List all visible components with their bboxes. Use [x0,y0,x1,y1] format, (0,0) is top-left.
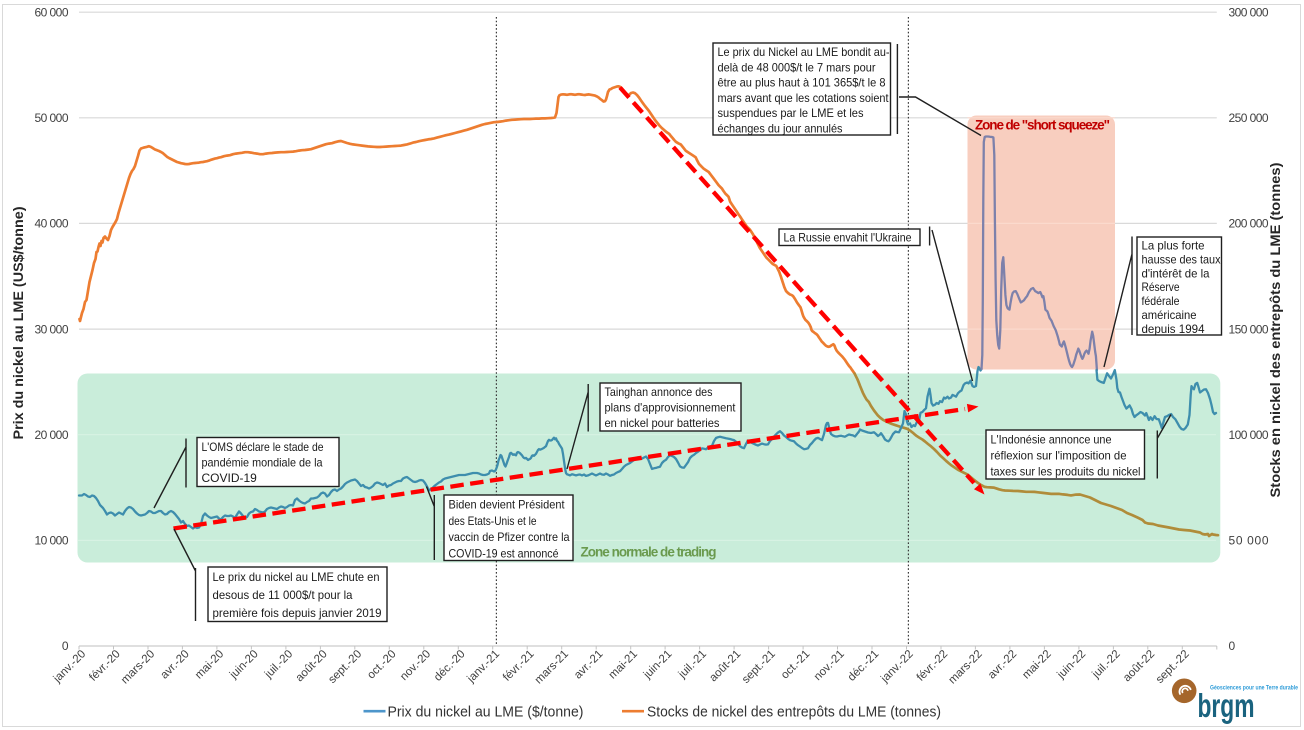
svg-text:COVID-19: COVID-19 [202,471,258,485]
svg-text:brgm: brgm [1198,687,1255,724]
svg-text:50 000: 50 000 [35,111,69,125]
svg-text:60 000: 60 000 [35,5,69,19]
svg-text:Tainghan annonce des: Tainghan annonce des [605,385,713,399]
svg-text:50 000: 50 000 [1229,534,1269,548]
svg-text:150 000: 150 000 [1229,322,1269,336]
svg-text:suspendues par le LME et les: suspendues par le LME et les [718,106,864,120]
svg-text:Zone de "short squeeze": Zone de "short squeeze" [975,118,1110,133]
svg-text:plans d'approvisionnement: plans d'approvisionnement [605,401,737,415]
svg-text:première fois depuis janvier 2: première fois depuis janvier 2019 [213,606,382,620]
svg-text:Réserve: Réserve [1142,280,1180,294]
svg-text:COVID-19 est annoncé: COVID-19 est annoncé [449,546,559,560]
svg-text:delà de 48 000$/t le 7 mars po: delà de 48 000$/t le 7 mars pour [718,60,876,74]
svg-text:L'OMS déclare le stade de: L'OMS déclare le stade de [202,440,324,454]
svg-text:américaine: américaine [1142,308,1197,322]
svg-text:réflexion sur l'imposition de: réflexion sur l'imposition de [991,449,1127,463]
svg-text:La Russie envahit l'Ukraine: La Russie envahit l'Ukraine [784,231,912,245]
svg-text:Biden devient Président: Biden devient Président [449,498,566,512]
svg-text:pandémie mondiale de la: pandémie mondiale de la [202,456,323,470]
svg-text:en nickel pour batteries: en nickel pour batteries [605,416,720,430]
svg-text:d'intérêt de la: d'intérêt de la [1142,266,1210,280]
svg-text:Stocks de nickel des entrepôts: Stocks de nickel des entrepôts du LME (t… [647,704,941,721]
svg-text:mars avant que les cotations s: mars avant que les cotations soient [718,91,890,105]
svg-text:30 000: 30 000 [35,322,69,336]
svg-text:200 000: 200 000 [1229,217,1269,231]
svg-text:Zone normale de trading: Zone normale de trading [581,545,717,560]
svg-text:fédérale: fédérale [1142,294,1180,308]
svg-text:être au plus haut à 101 365$/t: être au plus haut à 101 365$/t le 8 [718,76,886,90]
svg-text:taxes sur les produits du nick: taxes sur les produits du nickel [991,465,1141,479]
svg-text:250 000: 250 000 [1229,111,1269,125]
svg-text:Le prix du nickel au LME chute: Le prix du nickel au LME chute en [213,570,380,584]
svg-text:vaccin de Pfizer contre la: vaccin de Pfizer contre la [449,530,570,544]
svg-text:0: 0 [62,639,69,653]
svg-text:300 000: 300 000 [1229,5,1269,19]
svg-text:hausse des taux: hausse des taux [1142,252,1221,266]
svg-text:Stocks en nickel des entrepôts: Stocks en nickel des entrepôts du LME (t… [1267,163,1283,498]
svg-text:L'Indonésie annonce une: L'Indonésie annonce une [991,433,1112,447]
svg-text:20 000: 20 000 [35,428,69,442]
svg-text:échanges du jour annulés: échanges du jour annulés [718,122,843,136]
svg-text:10 000: 10 000 [35,534,69,548]
svg-text:Prix du nickel au LME (US$/ton: Prix du nickel au LME (US$/tonne) [10,207,26,440]
svg-text:des Etats-Unis et le: des Etats-Unis et le [449,514,537,528]
svg-text:40 000: 40 000 [35,217,69,231]
svg-text:100 000: 100 000 [1229,428,1269,442]
svg-text:Prix du nickel au LME ($/tonne: Prix du nickel au LME ($/tonne) [388,704,584,721]
svg-text:La plus forte: La plus forte [1142,239,1205,253]
svg-text:depuis 1994: depuis 1994 [1142,322,1205,336]
svg-text:Géosciences pour une Terre dur: Géosciences pour une Terre durable [1210,686,1299,692]
svg-text:0: 0 [1229,639,1236,653]
svg-text:desous de 11 000$/t pour la: desous de 11 000$/t pour la [213,588,353,602]
svg-text:Le prix du Nickel au LME bondi: Le prix du Nickel au LME bondit au- [718,45,890,59]
